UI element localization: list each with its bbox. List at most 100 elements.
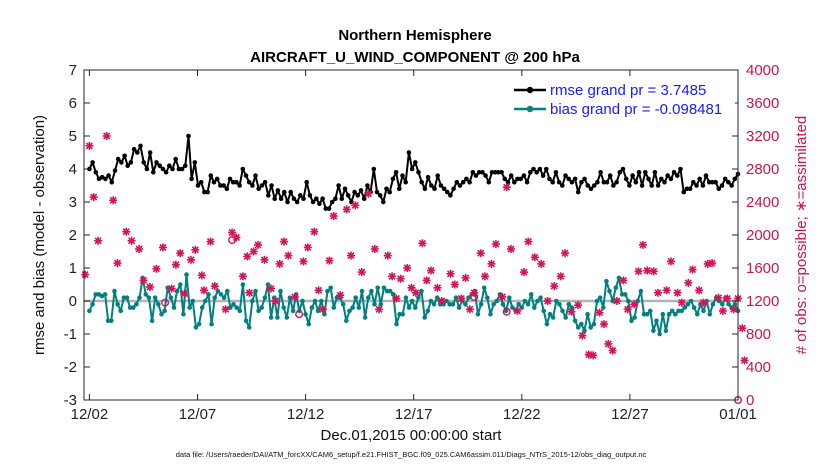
obs-assimilated-marker [507, 245, 515, 253]
rmse-point [659, 176, 664, 182]
obs-star-stroke [299, 257, 307, 265]
bias-point [422, 315, 428, 320]
obs-assimilated-marker [249, 247, 258, 256]
bias-point [406, 305, 412, 310]
obs-assimilated-marker [127, 236, 136, 245]
rmse-point [614, 179, 619, 185]
obs-star-stroke [730, 305, 738, 313]
rmse-point [176, 166, 182, 172]
x-tick-label: 12/12 [287, 406, 325, 423]
obs-star-stroke [609, 346, 617, 355]
rmse-point [521, 173, 527, 178]
obs-star-stroke [206, 238, 215, 246]
bias-point [102, 292, 108, 297]
bias-point [588, 325, 593, 330]
obs-star-stroke [180, 290, 189, 298]
rmse-point [106, 173, 111, 178]
bias-point [184, 272, 189, 277]
rmse-point [390, 176, 396, 182]
bias-point [528, 292, 534, 297]
rmse-point [572, 176, 578, 182]
bias-point [585, 311, 590, 317]
y-tick-label: 3 [69, 194, 77, 211]
bias-point [127, 305, 133, 310]
bias-point [171, 305, 177, 310]
bias-point [306, 321, 312, 327]
rmse-point [307, 193, 313, 198]
bias-point [149, 318, 155, 324]
rmse-point [285, 199, 290, 205]
rmse-point [403, 179, 409, 185]
rmse-point [716, 186, 722, 192]
bias-point [444, 298, 449, 304]
obs-star-stroke [498, 293, 506, 301]
bias-point [193, 325, 199, 330]
plot-area [84, 70, 738, 400]
obs-assimilated-marker [567, 307, 576, 316]
obs-assimilated-marker [299, 257, 308, 266]
x-axis-label: Dec.01,2015 00:00:00 start [321, 427, 503, 444]
rmse-point [103, 176, 108, 182]
obs-assimilated-marker [543, 297, 552, 305]
obs-assimilated-marker [197, 271, 206, 280]
rmse-point [154, 160, 159, 165]
rmse-point [317, 201, 322, 206]
obs-assimilated-marker [595, 308, 604, 317]
obs-star-stroke [388, 272, 396, 280]
rmse-point [732, 176, 738, 182]
y-tick-label: 5 [69, 128, 77, 145]
rmse-point [170, 166, 175, 172]
rmse-point [544, 166, 549, 172]
rmse-point [566, 176, 571, 182]
bias-point [547, 311, 553, 317]
obs-assimilated-marker [403, 264, 412, 272]
obs-star-stroke [191, 246, 199, 254]
obs-star-stroke [267, 285, 275, 293]
rmse-point [298, 193, 303, 198]
y-tick-label: -3 [64, 392, 77, 409]
bias-point [375, 285, 381, 291]
rmse-point [492, 170, 498, 175]
bias-point [616, 275, 622, 281]
rmse-point [304, 179, 310, 185]
rmse-point [435, 173, 441, 178]
obs-star-stroke [524, 238, 532, 246]
rmse-point [326, 206, 332, 211]
obs-star-stroke [168, 285, 176, 293]
obs-assimilated-marker [461, 273, 470, 282]
rmse-point [147, 150, 153, 155]
rmse-point [585, 183, 591, 188]
rmse-point [416, 170, 421, 175]
rmse-point [512, 179, 517, 185]
rmse-point [183, 163, 188, 168]
bias-point [688, 298, 694, 304]
obs-star-stroke [531, 253, 539, 261]
rmse-point [202, 189, 207, 195]
rmse-point [294, 199, 300, 205]
bias-point [475, 311, 481, 317]
obs-assimilated-marker [303, 243, 312, 252]
obs-assimilated-marker [318, 305, 327, 314]
bias-point [456, 305, 462, 310]
bias-point [563, 315, 568, 320]
bias-point [419, 288, 424, 294]
obs-star-stroke [503, 183, 511, 191]
obs-assimilated-marker [619, 276, 628, 285]
bias-point [525, 302, 531, 307]
rmse-point [499, 170, 504, 175]
obs-assimilated-marker [498, 292, 507, 301]
rmse-point [329, 199, 335, 205]
obs-star-stroke [714, 294, 723, 302]
bias-point [622, 292, 628, 297]
rmse-point [550, 179, 555, 185]
bias-point [237, 308, 243, 314]
rmse-point [189, 176, 194, 182]
bias-point [522, 298, 528, 304]
obs-star-stroke [704, 260, 712, 268]
bias-point [359, 288, 365, 294]
rmse-point [534, 170, 539, 175]
obs-assimilated-marker [290, 292, 299, 301]
obs-star-stroke [684, 279, 692, 287]
bias-point [325, 288, 330, 294]
obs-assimilated-marker [684, 278, 693, 287]
